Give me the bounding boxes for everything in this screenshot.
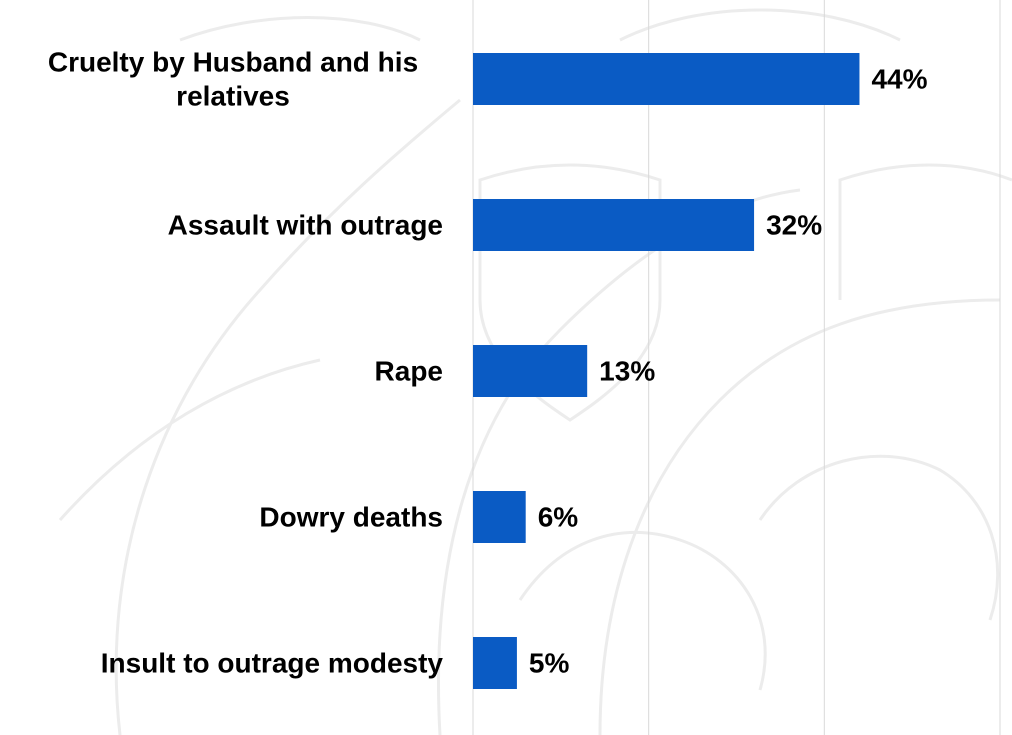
bars — [473, 53, 860, 689]
bar — [473, 491, 526, 543]
category-label: Dowry deaths — [259, 502, 443, 533]
bar — [473, 637, 517, 689]
category-label-line: relatives — [176, 81, 290, 112]
category-label: Cruelty by Husband and his relatives — [48, 47, 418, 112]
category-label-line: Cruelty by Husband and his — [48, 47, 418, 78]
value-label: 6% — [538, 502, 579, 533]
value-label: 44% — [871, 64, 927, 95]
value-labels: 44% 32% 13% 6% 5% — [529, 64, 928, 679]
category-labels: Cruelty by Husband and his relatives Assau… — [48, 47, 444, 679]
bar — [473, 199, 755, 251]
category-label-line: Assault with outrage — [168, 210, 443, 241]
category-label: Insult to outrage modesty — [101, 648, 444, 679]
bar — [473, 345, 588, 397]
category-label-line: Rape — [375, 356, 443, 387]
value-label: 5% — [529, 648, 570, 679]
category-label-line: Insult to outrage modesty — [101, 648, 444, 679]
category-label-line: Dowry deaths — [259, 502, 443, 533]
bar — [473, 53, 860, 105]
value-label: 13% — [599, 356, 655, 387]
gridlines — [472, 0, 1001, 735]
category-label: Rape — [375, 356, 443, 387]
category-label: Assault with outrage — [168, 210, 443, 241]
value-label: 32% — [766, 210, 822, 241]
